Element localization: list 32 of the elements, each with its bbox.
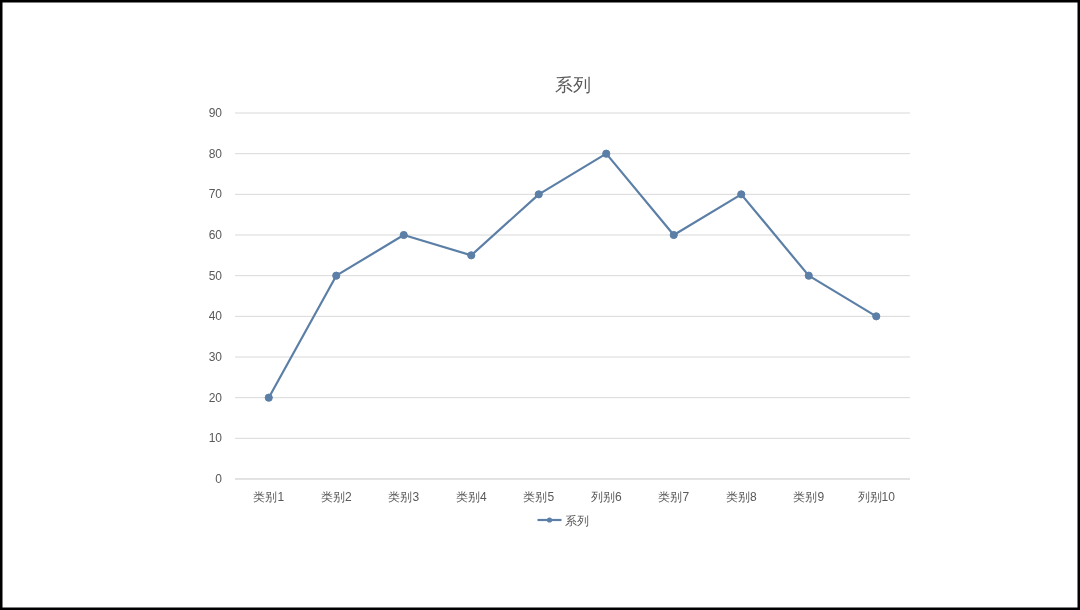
x-tick-label: 类别3 (388, 490, 420, 504)
legend-label: 系列 (564, 514, 589, 528)
y-tick-label: 40 (208, 309, 223, 324)
x-tick-label: 类别2 (320, 490, 352, 504)
y-tick-label: 70 (208, 187, 223, 202)
y-tick-label: 30 (208, 350, 223, 364)
x-tick-label: 类别5 (523, 490, 555, 504)
x-tick-label: 列别10 (857, 490, 896, 504)
x-tick-label: 类别1 (253, 490, 285, 504)
y-tick-label: 90 (208, 106, 223, 120)
point (804, 271, 813, 280)
x-tick-label: 列别6 (590, 490, 622, 504)
point (534, 190, 543, 199)
x-tick-label: 类别9 (793, 490, 825, 504)
point (737, 190, 746, 199)
point (669, 230, 678, 240)
x-tick-label: 类别4 (455, 490, 487, 504)
x-tick-label: 类别7 (658, 490, 690, 504)
y-tick-label: 0 (215, 472, 223, 486)
point (399, 230, 408, 240)
y-tick-label: 10 (208, 431, 223, 446)
y-tick-label: 60 (208, 228, 223, 242)
chart-title: 系列 (554, 75, 591, 95)
point (872, 312, 881, 321)
point (467, 251, 476, 260)
point (602, 149, 611, 158)
point (332, 271, 341, 280)
point (264, 393, 273, 402)
y-tick-label: 80 (208, 146, 223, 161)
y-tick-label: 50 (208, 268, 223, 283)
x-tick-label: 类别8 (725, 490, 757, 504)
y-tick-label: 20 (208, 390, 223, 405)
